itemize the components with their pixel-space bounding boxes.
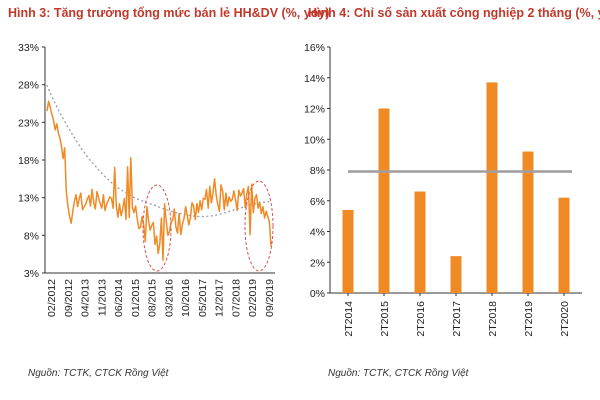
y-tick-label: 12% [304,104,325,116]
bar-2T2017 [450,256,462,293]
x-tick-label: 02/2019 [247,279,259,317]
x-tick-label: 09/2019 [264,279,276,317]
y-tick-label: 3% [24,268,39,280]
y-tick-label: 13% [18,193,39,205]
x-tick-label: 07/2018 [230,279,242,317]
y-tick-label: 6% [310,196,325,208]
x-tick-label: 2T2019 [523,301,535,337]
y-tick-label: 28% [18,80,39,92]
bar-2T2016 [414,191,426,293]
bar-2T2018 [486,82,498,293]
industrial-production-bar-chart: 0% 2% 4% 6% 8% 10% 12% 14% 16% 2T2014 2T2015 2T2016… [304,42,582,337]
x-tick-label: 08/2015 [147,279,159,317]
x-tick-label: 01/2015 [130,279,142,317]
y-tick-label: 23% [18,117,39,129]
retail-sales-growth-line-chart: 3% 8% 13% 18% 23% 28% 33% 02/2012 09/2012 04/2013… [18,42,276,317]
x-tick-label: 06/2014 [113,279,125,317]
x-tick-label: 02/2012 [46,279,58,317]
trend-line [44,80,272,218]
y-tick-label: 4% [310,227,325,239]
highlight-circle-2019 [244,180,274,272]
highlight-circle-2016 [142,184,172,272]
bar-2T2014 [342,209,354,293]
x-tick-label: 03/2016 [163,279,175,317]
x-tick-label: 2T2015 [379,301,391,337]
y-tick-label: 0% [310,288,325,300]
x-tick-label: 11/2013 [96,279,108,316]
x-tick-label: 05/2017 [197,279,209,317]
x-tick-label: 10/2016 [180,279,192,317]
y-tick-label: 18% [18,155,39,167]
x-tick-label: 12/2017 [214,279,226,317]
y-tick-label: 8% [24,230,39,242]
y-tick-label: 10% [304,134,325,146]
x-tick-label: 09/2012 [63,279,75,317]
right-chart-source: Nguồn: TCTK, CTCK Rồng Việt [328,368,469,379]
x-tick-label: 2T2017 [451,301,463,337]
y-tick-label: 33% [18,42,39,54]
x-tick-label: 2T2016 [415,301,427,337]
y-tick-label: 14% [304,73,325,85]
y-tick-label: 2% [310,257,325,269]
bar-2T2019 [522,151,534,293]
y-tick-label: 16% [304,42,325,54]
x-tick-label: 2T2020 [559,301,571,337]
y-tick-label: 8% [310,165,325,177]
left-chart-source: Nguồn: TCTK, CTCK Rồng Việt [28,368,169,379]
bar-2T2015 [378,108,390,293]
left-chart-title: Hình 3: Tăng trưởng tổng mức bán lẻ HH&D… [8,6,330,20]
x-tick-label: 2T2014 [343,301,355,337]
x-tick-label: 2T2018 [487,301,499,337]
right-chart-title: Hình 4: Chỉ số sản xuất công nghiệp 2 th… [308,6,600,20]
bar-2T2020 [558,197,570,293]
retail-growth-series-line [46,100,272,261]
x-tick-label: 04/2013 [80,279,92,317]
